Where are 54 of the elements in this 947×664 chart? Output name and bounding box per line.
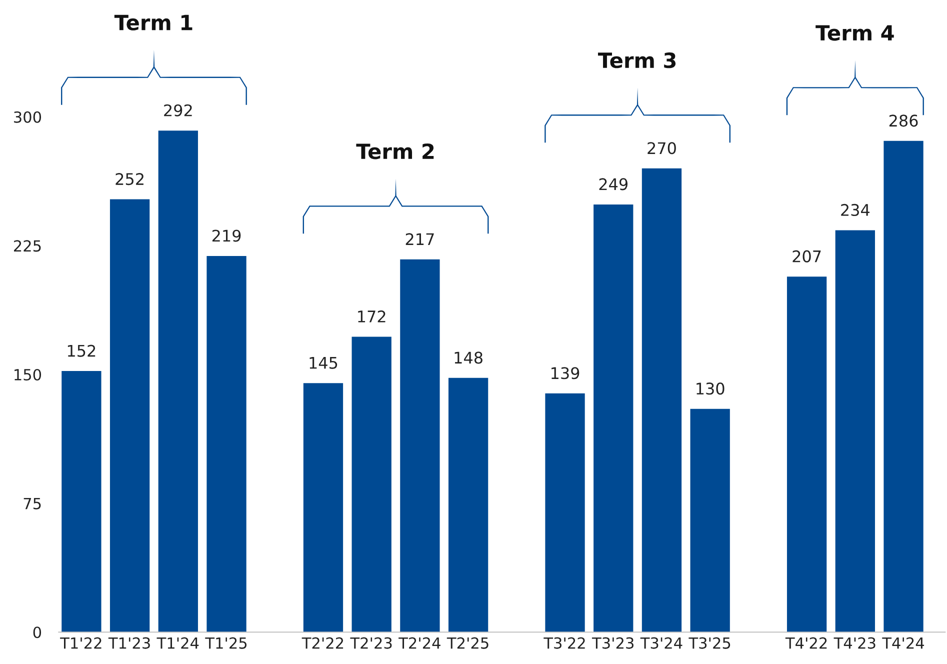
data-label: 252 bbox=[116, 173, 144, 186]
data-label: 172 bbox=[358, 310, 386, 322]
bar bbox=[352, 336, 392, 632]
data-label: 234 bbox=[841, 204, 870, 216]
bar bbox=[690, 408, 730, 632]
data-label: 219 bbox=[212, 230, 241, 242]
x-tick-label: T1'24 bbox=[156, 637, 199, 649]
text: Term 3 bbox=[598, 52, 676, 68]
y-tick-label: 300 bbox=[14, 111, 42, 123]
bar bbox=[110, 199, 150, 632]
y-tick-label: 75 bbox=[24, 498, 41, 510]
x-tick-label: T4'23 bbox=[834, 637, 876, 649]
bar bbox=[400, 259, 440, 632]
x-tick-label: T1'25 bbox=[205, 637, 247, 649]
data-label: 207 bbox=[792, 250, 821, 262]
data-label: 148 bbox=[454, 352, 482, 364]
bar bbox=[62, 371, 102, 632]
x-tick-label: T3'22 bbox=[544, 637, 585, 649]
data-label: 217 bbox=[406, 233, 434, 245]
bar bbox=[594, 204, 634, 632]
bar bbox=[545, 393, 585, 632]
x-tick-label: T3'25 bbox=[688, 637, 730, 649]
bar bbox=[158, 130, 198, 632]
x-tick-label: T2'22 bbox=[302, 637, 344, 649]
data-label: 152 bbox=[68, 344, 96, 357]
bar bbox=[206, 256, 246, 632]
bar bbox=[835, 230, 875, 632]
data-label: 292 bbox=[164, 104, 192, 116]
data-label: 139 bbox=[552, 367, 580, 380]
bar bbox=[642, 168, 682, 632]
bar bbox=[884, 140, 924, 632]
y-tick-label: 225 bbox=[14, 240, 41, 252]
data-label: 270 bbox=[648, 142, 676, 154]
x-tick-label: T2'25 bbox=[446, 637, 488, 649]
data-label: 286 bbox=[889, 114, 918, 127]
x-tick-label: T3'24 bbox=[640, 637, 682, 649]
data-label: 130 bbox=[696, 382, 724, 395]
x-tick-label: T4'22 bbox=[785, 637, 827, 649]
x-tick-label: T1'22 bbox=[60, 637, 102, 649]
bar bbox=[786, 276, 827, 632]
y-tick-label: 0 bbox=[33, 626, 42, 638]
text: Term 1 bbox=[114, 14, 192, 30]
annotation: Term 2 bbox=[356, 143, 434, 160]
bar bbox=[303, 383, 344, 632]
data-label: 249 bbox=[599, 178, 628, 190]
data-label: 145 bbox=[310, 357, 338, 369]
x-tick-label: T1'23 bbox=[108, 637, 150, 649]
x-tick-label: T2'24 bbox=[398, 637, 440, 649]
text: Term 4 bbox=[816, 25, 894, 41]
x-tick-label: T2'23 bbox=[350, 637, 392, 649]
x-tick-label: T4'24 bbox=[882, 637, 924, 649]
x-tick-label: T3'23 bbox=[592, 637, 634, 649]
bar bbox=[448, 378, 488, 632]
y-tick-label: 150 bbox=[14, 368, 42, 381]
